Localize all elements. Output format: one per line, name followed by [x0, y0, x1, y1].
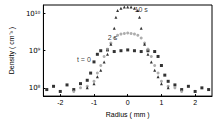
svg-text:t = 0: t = 0: [77, 56, 91, 63]
svg-text:2: 2: [193, 99, 197, 106]
svg-text:Density ( cm⁻³ ): Density ( cm⁻³ ): [8, 27, 16, 75]
svg-text:10⁸: 10⁸: [29, 84, 41, 92]
svg-text:0: 0: [126, 99, 130, 106]
svg-text:-1: -1: [91, 99, 97, 106]
svg-text:10⁹: 10⁹: [29, 47, 41, 55]
svg-text:1: 1: [159, 99, 163, 106]
svg-text:-2: -2: [57, 99, 63, 106]
svg-text:2 s: 2 s: [108, 34, 118, 41]
svg-text:Radius ( mm ): Radius ( mm ): [106, 111, 150, 119]
svg-text:10 s: 10 s: [135, 6, 149, 13]
svg-text:10¹⁰: 10¹⁰: [26, 10, 41, 18]
